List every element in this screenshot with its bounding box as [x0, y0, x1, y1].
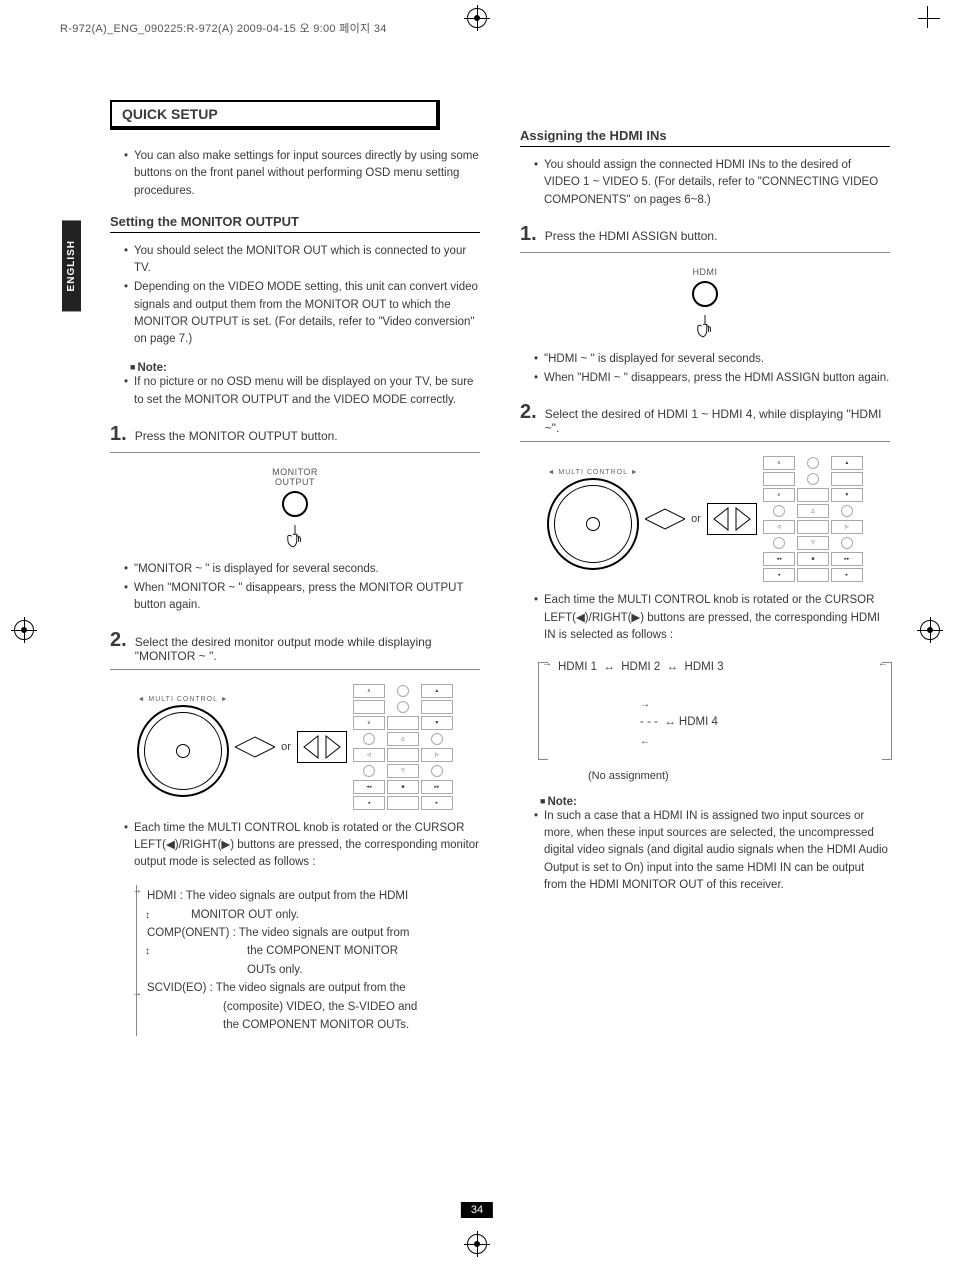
- right-column: Assigning the HDMI INs You should assign…: [520, 100, 890, 1044]
- monitor-output-button-figure: MONITOR OUTPUT: [110, 467, 480, 551]
- multi-control-label-2: MULTI CONTROL: [558, 469, 627, 476]
- registration-mark-left: [14, 620, 34, 640]
- right-step-2-text: Select the desired of HDMI 1 ~ HDMI 4, w…: [545, 407, 890, 435]
- monitor-modes-cycle: → HDMI : The video signals are output fr…: [136, 885, 480, 1036]
- page-content: QUICK SETUP You can also make settings f…: [110, 100, 890, 1044]
- callout-line-icon: [235, 722, 275, 772]
- mode-comp-l1: COMP(ONENT) : The video signals are outp…: [147, 924, 480, 942]
- mode-hdmi-l1: HDMI : The video signals are output from…: [147, 887, 480, 905]
- mode-svid-l2: (composite) VIDEO, the S-VIDEO and: [147, 998, 480, 1016]
- right-each-time-text: Each time the MULTI CONTROL knob is rota…: [534, 592, 890, 644]
- cycle-line-1: HDMI 1 ↔ HDMI 2 ↔ HDMI 3: [558, 658, 890, 676]
- callout-line-icon-2: [645, 494, 685, 544]
- or-label-2: or: [691, 513, 701, 525]
- mode-hdmi-l2: MONITOR OUT only.: [147, 906, 480, 924]
- right-step-1-number: 1.: [520, 223, 537, 246]
- hdmi-button-circle-icon: [692, 281, 718, 307]
- cycle-line-2: - - - ↔ HDMI 4: [640, 716, 718, 728]
- hdmi-assign-title: Assigning the HDMI INs: [520, 128, 890, 147]
- remote-panel-icon-2: ∧▲ ∨▼ △ ◁▷ ▽ ◂◂■▸▸ ◂▸: [763, 456, 863, 582]
- each-time-text: Each time the MULTI CONTROL knob is rota…: [124, 820, 480, 872]
- hdmi-cycle: → ← HDMI 1 ↔ HDMI 2 ↔ HDMI 3 → - - - ↔ H…: [550, 658, 890, 786]
- registration-mark-bottom: [467, 1234, 487, 1254]
- registration-mark-top: [467, 8, 487, 28]
- cursor-arrows-icon: [297, 731, 347, 763]
- right-step-2-number: 2.: [520, 401, 537, 424]
- quick-setup-title: QUICK SETUP: [110, 100, 440, 130]
- language-tab: ENGLISH: [62, 220, 81, 311]
- step-1-number: 1.: [110, 423, 127, 446]
- hdmi-label: HDMI: [520, 267, 890, 277]
- step-2-text: Select the desired monitor output mode w…: [135, 635, 480, 663]
- monitor-output-title: Setting the MONITOR OUTPUT: [110, 214, 480, 233]
- registration-mark-right: [920, 620, 940, 640]
- multi-control-knob-icon: [137, 705, 229, 797]
- multi-control-knob-icon-2: [547, 478, 639, 570]
- crop-mark-tr: [912, 6, 940, 34]
- button-circle-icon: [282, 491, 308, 517]
- mode-svid-l3: the COMPONENT MONITOR OUTs.: [147, 1016, 480, 1034]
- hdmi-button-figure: HDMI: [520, 267, 890, 341]
- monitor-bullet-2: Depending on the VIDEO MODE setting, thi…: [124, 279, 480, 348]
- step1-bullet-1: "MONITOR ~ " is displayed for several se…: [124, 561, 480, 578]
- remote-panel-icon: ∧▲ ∨▼ △ ◁▷ ▽ ◂◂■▸▸ ◂▸: [353, 684, 453, 810]
- page-number: 34: [461, 1202, 493, 1218]
- mode-comp-l3: OUTs only.: [147, 961, 480, 979]
- note-bullet: If no picture or no OSD menu will be dis…: [124, 374, 480, 409]
- mode-comp-l2: the COMPONENT MONITOR: [147, 942, 480, 960]
- knob-or-cursor-figure: ◄ MULTI CONTROL ► or ∧▲ ∨▼ △ ◁▷ ▽ ◂◂■▸▸: [110, 684, 480, 810]
- step-1-text: Press the MONITOR OUTPUT button.: [135, 429, 338, 443]
- header-filename: R-972(A)_ENG_090225:R-972(A) 2009-04-15 …: [60, 20, 387, 36]
- monitor-bullet-1: You should select the MONITOR OUT which …: [124, 243, 480, 278]
- cycle-line-3: (No assignment): [558, 768, 890, 786]
- right-note-bullet: In such a case that a HDMI IN is assigne…: [534, 808, 890, 894]
- left-column: QUICK SETUP You can also make settings f…: [110, 100, 480, 1044]
- right-note-label: Note:: [540, 796, 890, 808]
- monitor-output-label-2: OUTPUT: [110, 477, 480, 487]
- step1-bullet-2: When "MONITOR ~ " disappears, press the …: [124, 580, 480, 615]
- note-label: Note:: [130, 362, 480, 374]
- step-2-number: 2.: [110, 629, 127, 652]
- multi-control-label: MULTI CONTROL: [148, 696, 217, 703]
- right-step1-bullet-2: When "HDMI ~ " disappears, press the HDM…: [534, 370, 890, 387]
- cursor-arrows-icon-2: [707, 503, 757, 535]
- or-label: or: [281, 741, 291, 753]
- intro-bullet: You can also make settings for input sou…: [124, 148, 480, 200]
- hand-press-icon: [286, 523, 304, 551]
- knob-or-cursor-figure-2: ◄ MULTI CONTROL ► or ∧▲ ∨▼ △ ◁▷ ▽ ◂◂■▸▸: [520, 456, 890, 582]
- hand-press-icon-2: [696, 313, 714, 341]
- hdmi-intro-bullet: You should assign the connected HDMI INs…: [534, 157, 890, 209]
- right-step1-bullet-1: "HDMI ~ " is displayed for several secon…: [534, 351, 890, 368]
- mode-svid-l1: SCVID(EO) : The video signals are output…: [147, 979, 480, 997]
- right-step-1-text: Press the HDMI ASSIGN button.: [545, 229, 718, 243]
- monitor-output-label-1: MONITOR: [110, 467, 480, 477]
